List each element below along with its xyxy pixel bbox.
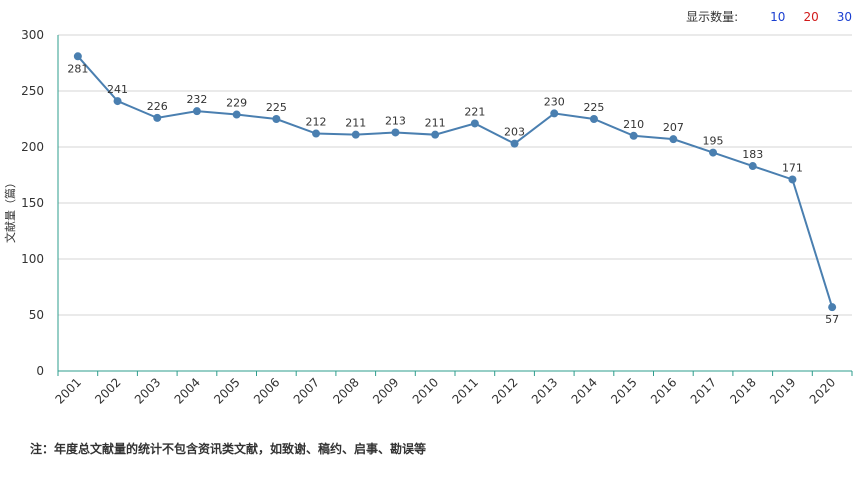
- data-label: 183: [742, 148, 763, 161]
- data-label: 211: [425, 117, 446, 130]
- x-tick-label: 2001: [52, 375, 83, 406]
- display-count-controls: 显示数量: 10 20 30: [686, 8, 852, 25]
- data-point[interactable]: [629, 131, 638, 140]
- y-tick-label: 300: [21, 28, 44, 42]
- data-label: 281: [67, 62, 88, 75]
- data-label: 195: [703, 135, 724, 148]
- display-count-label: 显示数量:: [686, 10, 739, 24]
- x-tick-label: 2010: [410, 375, 441, 406]
- display-count-30-option[interactable]: 30: [836, 9, 852, 24]
- y-tick-label: 50: [29, 308, 44, 322]
- x-tick-label: 2018: [727, 375, 758, 406]
- y-tick-label: 250: [21, 84, 44, 98]
- data-point[interactable]: [669, 135, 678, 144]
- data-points: [73, 52, 837, 312]
- data-point[interactable]: [431, 130, 440, 139]
- x-tick-label: 2003: [132, 375, 163, 406]
- data-label: 232: [186, 93, 207, 106]
- y-tick-label: 200: [21, 140, 44, 154]
- data-label: 57: [825, 313, 839, 326]
- data-point[interactable]: [351, 130, 360, 139]
- x-tick-label: 2011: [449, 375, 480, 406]
- y-tick-label: 150: [21, 196, 44, 210]
- data-label: 212: [306, 116, 327, 129]
- data-label: 171: [782, 161, 803, 174]
- data-point[interactable]: [272, 115, 281, 123]
- x-tick-label: 2006: [251, 375, 282, 406]
- y-tick-label: 0: [36, 364, 44, 378]
- data-point[interactable]: [550, 109, 559, 118]
- series-line: [77, 55, 834, 308]
- y-tick-label: 100: [21, 252, 44, 266]
- x-tick-label: 2005: [211, 375, 242, 406]
- x-tick-label: 2016: [648, 375, 679, 406]
- data-label: 213: [385, 114, 406, 127]
- data-point[interactable]: [153, 113, 162, 122]
- data-point[interactable]: [788, 175, 797, 184]
- x-tick-label: 2004: [172, 375, 203, 406]
- data-label: 230: [544, 95, 565, 108]
- data-point[interactable]: [748, 162, 757, 171]
- data-point[interactable]: [192, 107, 201, 116]
- data-label: 225: [583, 101, 604, 114]
- data-label: 229: [226, 97, 247, 110]
- chart-axes: [57, 35, 853, 376]
- data-label: 225: [266, 101, 287, 114]
- x-tick-label: 2007: [291, 375, 322, 406]
- x-tick-label: 2008: [330, 375, 361, 406]
- data-point[interactable]: [828, 303, 837, 312]
- display-count-10-option[interactable]: 10: [770, 9, 786, 24]
- x-tick-label: 2017: [688, 375, 719, 406]
- data-label: 207: [663, 121, 684, 134]
- x-axis-ticks: 2001 2002 2003 2004 2005 2006 2007 2008 2009 2010…: [52, 375, 838, 406]
- data-label: 210: [623, 118, 644, 131]
- data-labels: 281 241 226 232 229 225 212 211 213 211 221 203 230 2…: [67, 62, 839, 326]
- x-tick-label: 2009: [370, 375, 401, 406]
- data-label: 221: [464, 105, 485, 118]
- data-point[interactable]: [113, 97, 122, 106]
- chart-grid: [58, 34, 852, 316]
- x-tick-label: 2012: [489, 375, 520, 406]
- data-point[interactable]: [470, 119, 479, 128]
- x-tick-label: 2015: [608, 375, 639, 406]
- x-tick-label: 2020: [807, 375, 838, 406]
- x-tick-label: 2013: [529, 375, 560, 406]
- data-label: 226: [147, 100, 168, 113]
- data-point[interactable]: [232, 110, 241, 119]
- data-point[interactable]: [589, 115, 598, 123]
- data-point[interactable]: [709, 148, 718, 157]
- data-label: 241: [107, 83, 128, 96]
- x-tick-label: 2002: [92, 375, 123, 406]
- x-tick-label: 2014: [569, 375, 600, 406]
- data-point[interactable]: [73, 52, 82, 61]
- data-point[interactable]: [510, 139, 519, 148]
- data-point[interactable]: [391, 128, 400, 137]
- y-axis-ticks: 0 50 100 150 200 250 300: [21, 28, 44, 378]
- footnote: 注：年度总文献量的统计不包含资讯类文献，如致谢、稿约、启事、勘误等: [30, 442, 427, 456]
- data-point[interactable]: [312, 129, 321, 138]
- y-axis-label: 文献量（篇）: [3, 177, 17, 243]
- data-label: 211: [345, 117, 366, 130]
- display-count-20-option[interactable]: 20: [803, 9, 819, 24]
- data-label: 203: [504, 126, 525, 139]
- x-tick-label: 2019: [767, 375, 798, 406]
